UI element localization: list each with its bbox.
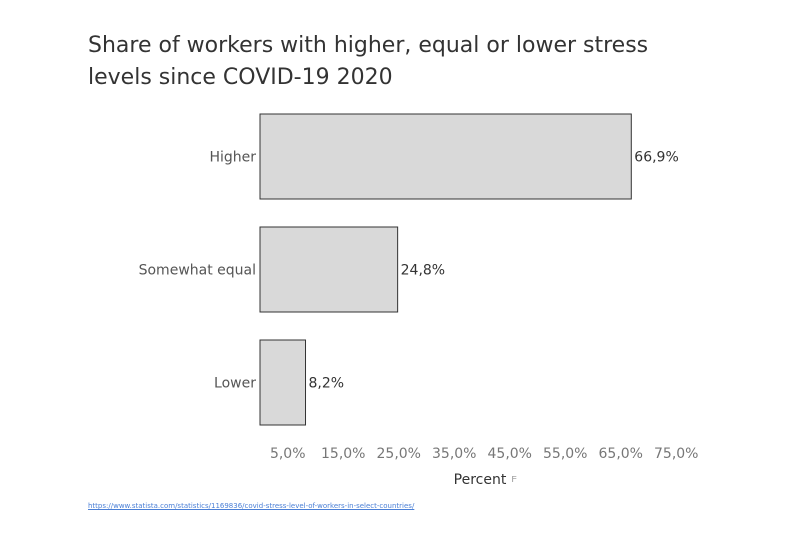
- value-label: 24,8%: [401, 263, 445, 279]
- x-tick-label: 35,0%: [432, 446, 476, 462]
- value-label: 66,9%: [634, 150, 678, 166]
- category-label: Lower: [214, 376, 256, 392]
- x-tick-label: 65,0%: [599, 446, 643, 462]
- value-label: 8,2%: [309, 376, 345, 392]
- x-tick-label: 15,0%: [321, 446, 365, 462]
- chart-title: Share of workers with higher, equal or l…: [88, 33, 649, 90]
- category-label: Somewhat equal: [139, 263, 256, 279]
- x-axis-title: Percent: [454, 472, 507, 488]
- bar[interactable]: [259, 113, 632, 200]
- value-labels: 66,9% 24,8% 8,2%: [309, 150, 679, 392]
- x-tick-label: 55,0%: [543, 446, 587, 462]
- bars: [259, 113, 632, 426]
- x-tick-label: 45,0%: [488, 446, 532, 462]
- filter-icon[interactable]: ᖴ: [512, 475, 517, 484]
- bar[interactable]: [259, 339, 307, 426]
- x-axis-ticks: 5,0% 15,0% 25,0% 35,0% 45,0% 55,0% 65,0% 75,0%: [270, 446, 699, 462]
- x-tick-label: 25,0%: [377, 446, 421, 462]
- category-label: Higher: [209, 150, 256, 166]
- category-labels: Higher Somewhat equal Lower: [139, 150, 257, 392]
- bar-chart: Higher Somewhat equal Lower 66,9% 24,8% 8,2%…: [139, 113, 699, 488]
- x-tick-label: 5,0%: [270, 446, 306, 462]
- bar[interactable]: [259, 226, 399, 313]
- source-link[interactable]: https://www.statista.com/statistics/1169…: [88, 502, 415, 510]
- x-tick-label: 75,0%: [654, 446, 698, 462]
